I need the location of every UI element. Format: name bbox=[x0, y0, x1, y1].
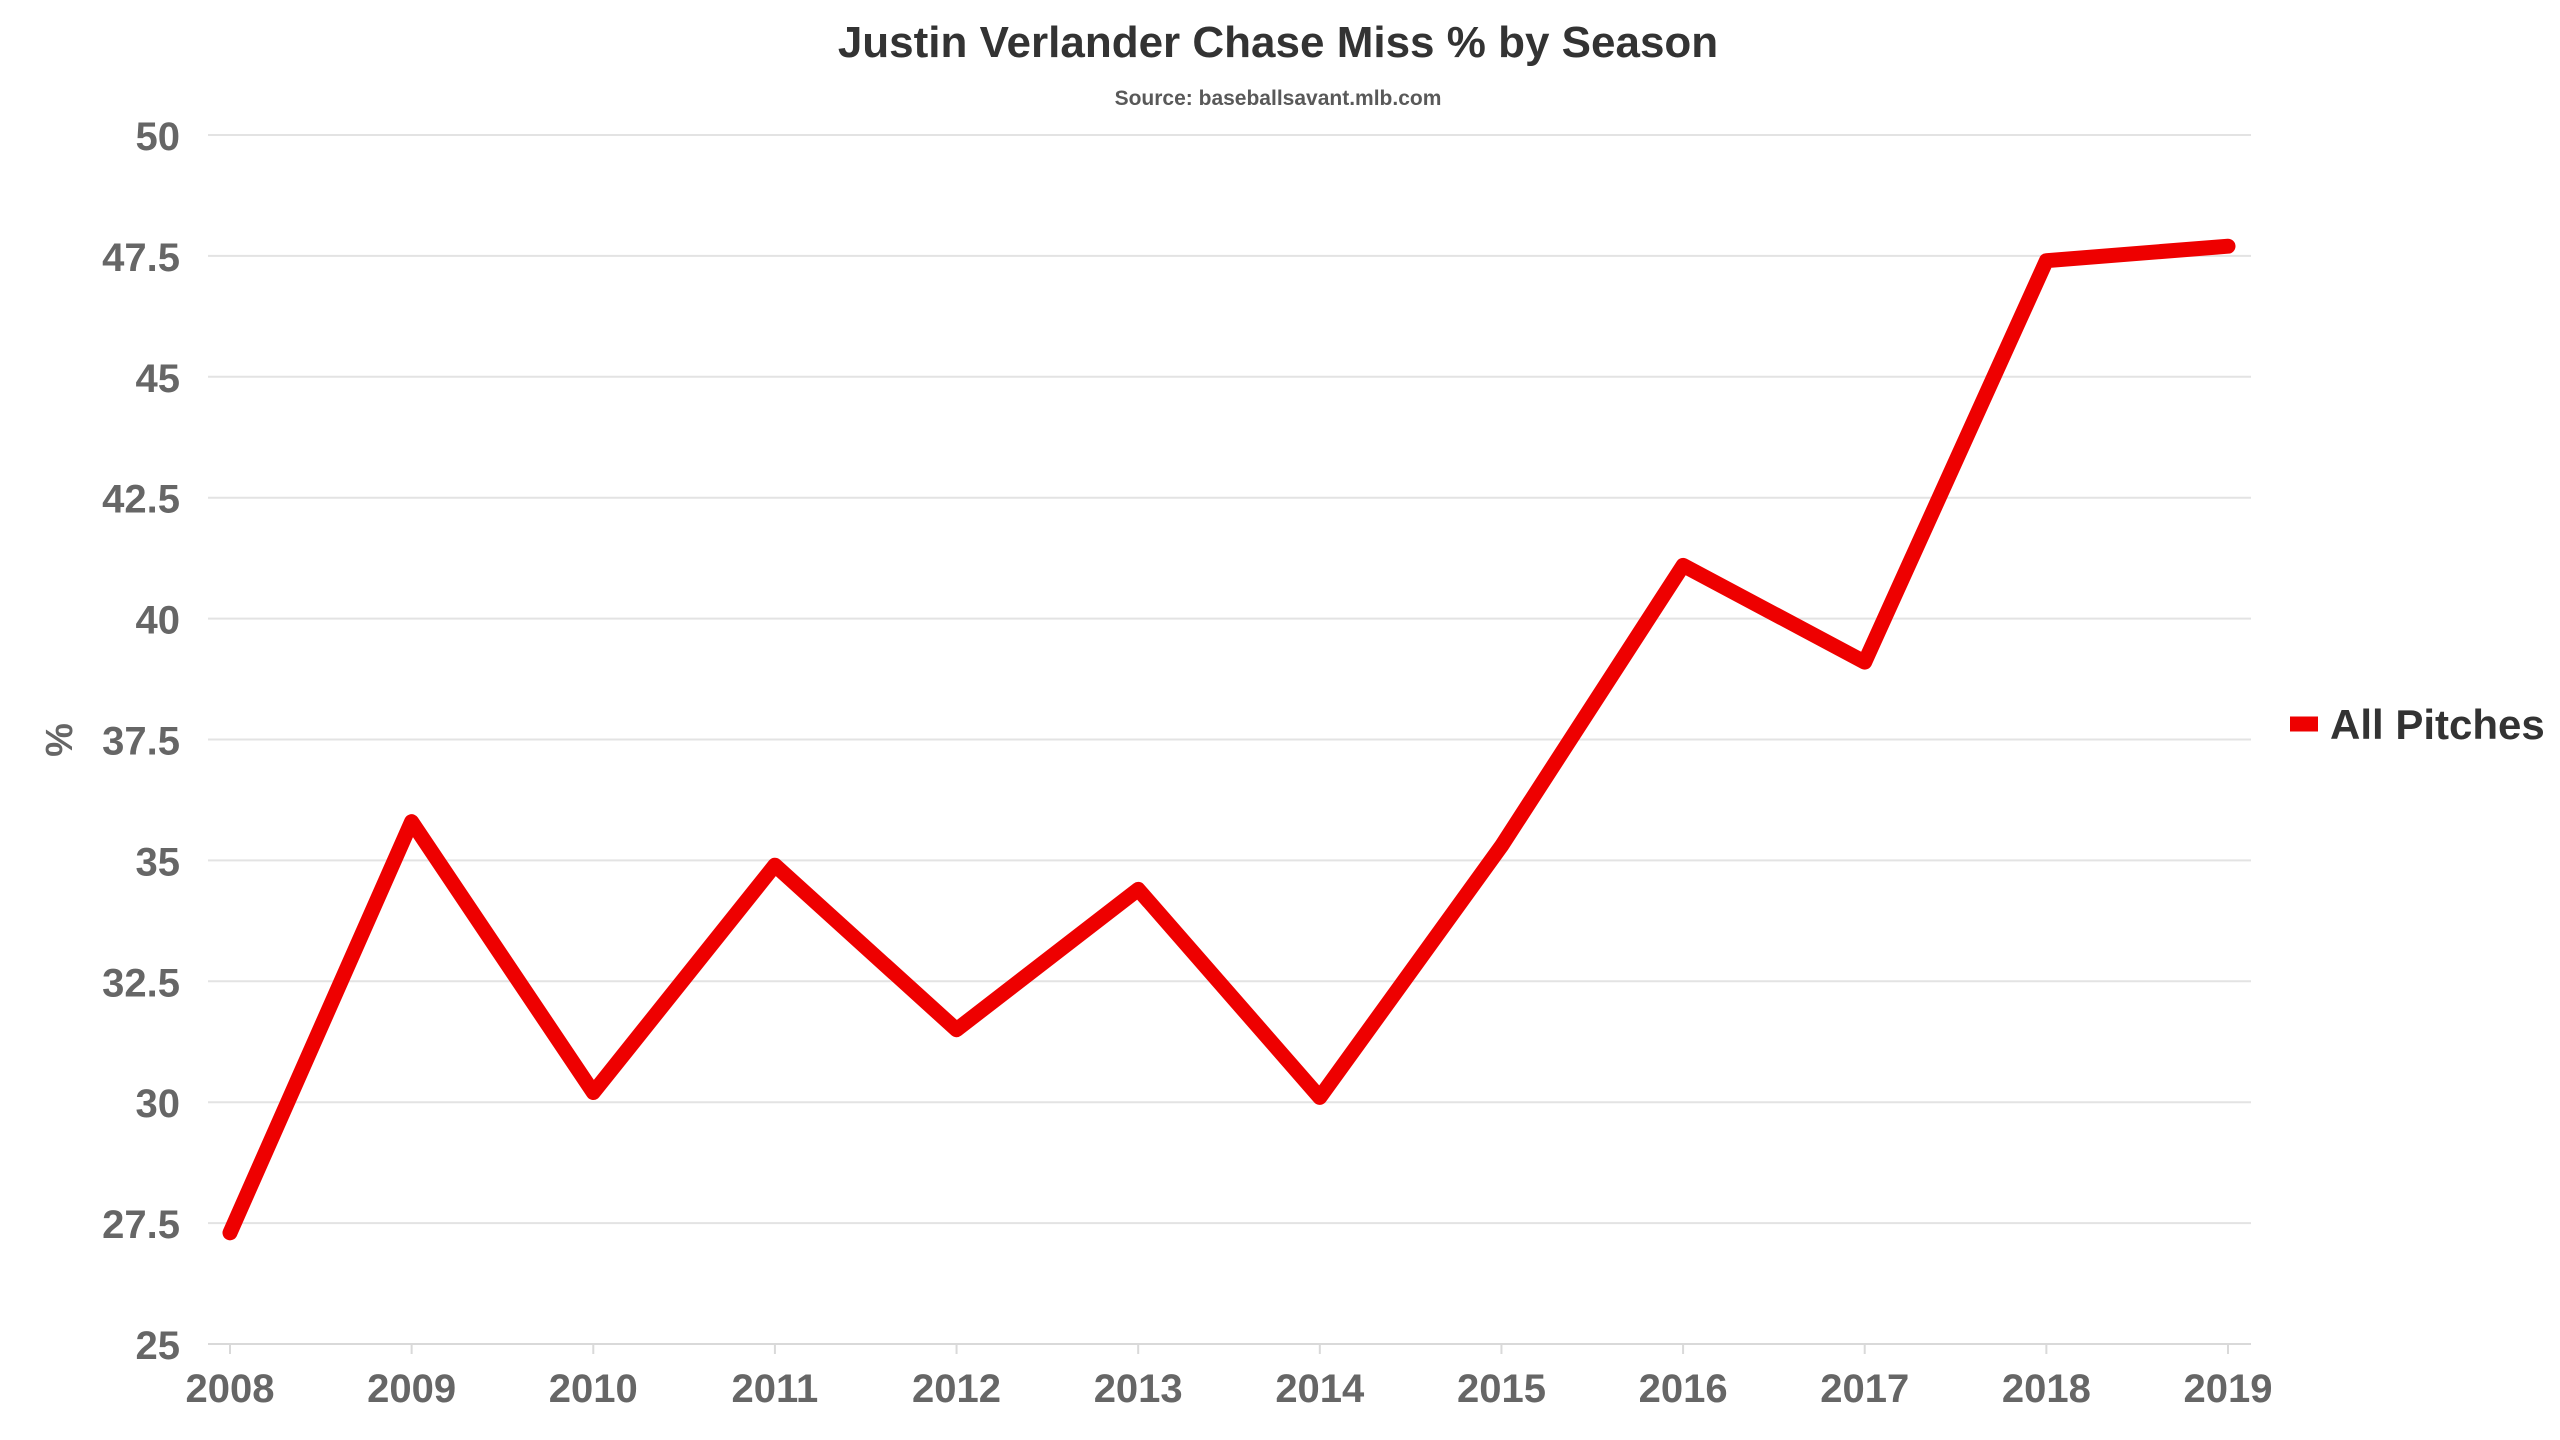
x-tick-label: 2017 bbox=[1820, 1367, 1909, 1411]
chart-subtitle: Source: baseballsavant.mlb.com bbox=[1115, 87, 1442, 110]
series-layer bbox=[222, 238, 2236, 1241]
x-tick-label: 2019 bbox=[2184, 1367, 2273, 1411]
data-point bbox=[1132, 883, 1145, 896]
x-tick-label: 2009 bbox=[367, 1367, 456, 1411]
x-tick-label: 2018 bbox=[2002, 1367, 2091, 1411]
data-point bbox=[587, 1086, 600, 1099]
y-tick-label: 30 bbox=[136, 1082, 181, 1126]
x-tick-label: 2013 bbox=[1094, 1367, 1183, 1411]
x-tick-label: 2012 bbox=[912, 1367, 1001, 1411]
y-tick-labels: 25 27.5 30 32.5 35 37.5 40 42.5 45 47.5 50 bbox=[102, 115, 180, 1368]
data-point bbox=[1677, 559, 1690, 572]
data-point bbox=[950, 1023, 963, 1036]
series-line bbox=[222, 238, 2236, 1241]
data-point bbox=[2222, 240, 2234, 253]
y-tick-label: 35 bbox=[136, 840, 181, 884]
chart-title: Justin Verlander Chase Miss % by Season bbox=[838, 18, 1718, 67]
gridlines bbox=[208, 134, 2251, 1225]
axes bbox=[208, 1343, 2251, 1354]
data-point bbox=[1858, 656, 1871, 669]
x-tick-label: 2015 bbox=[1457, 1367, 1546, 1411]
y-tick-label: 40 bbox=[136, 599, 181, 643]
data-point bbox=[1313, 1091, 1326, 1104]
y-axis-label: % bbox=[39, 723, 81, 757]
x-tick-label: 2016 bbox=[1639, 1367, 1728, 1411]
y-tick-label: 27.5 bbox=[102, 1203, 180, 1247]
y-tick-label: 50 bbox=[136, 115, 181, 159]
y-tick-label: 45 bbox=[136, 357, 181, 401]
data-point bbox=[405, 815, 418, 828]
y-tick-label: 32.5 bbox=[102, 961, 180, 1005]
x-tick-label: 2011 bbox=[732, 1367, 819, 1411]
y-tick-label: 25 bbox=[136, 1324, 181, 1368]
y-tick-label: 42.5 bbox=[102, 478, 180, 522]
data-point bbox=[768, 859, 781, 872]
x-tick-labels: 2008 2009 2010 2011 2012 2013 2014 2015 2016 2017… bbox=[186, 1367, 2273, 1411]
x-tick-label: 2014 bbox=[1275, 1367, 1365, 1411]
y-tick-label: 37.5 bbox=[102, 720, 180, 764]
x-tick-label: 2008 bbox=[186, 1367, 275, 1411]
y-tick-label: 47.5 bbox=[102, 236, 180, 280]
legend-label: All Pitches bbox=[2330, 701, 2545, 748]
data-point bbox=[1495, 839, 1508, 852]
legend: All Pitches bbox=[2290, 701, 2545, 748]
x-tick-label: 2010 bbox=[549, 1367, 638, 1411]
data-point bbox=[224, 1226, 236, 1239]
data-point bbox=[2040, 254, 2053, 267]
